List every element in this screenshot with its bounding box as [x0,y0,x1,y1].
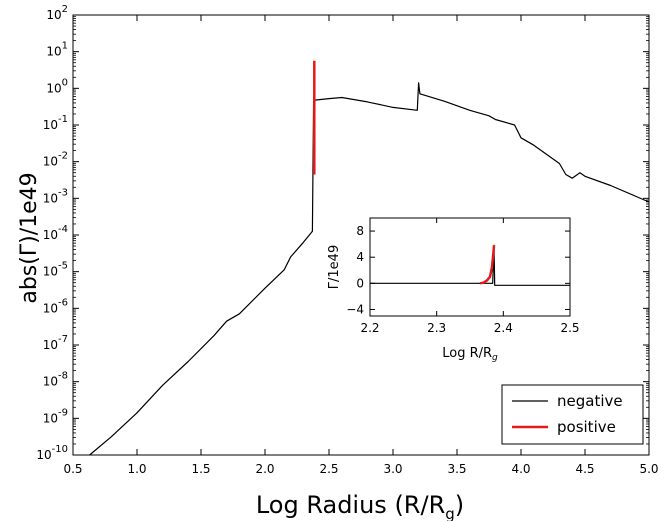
x-tick-label: 1.5 [191,462,210,476]
legend-box [501,384,644,445]
x-tick-label: 2.0 [255,462,274,476]
inset-x-tick-label: 2.4 [494,321,513,335]
inset-y-tick-label: 4 [356,250,364,264]
inset-series-line-positive [479,245,496,285]
x-tick-label: 4.5 [575,462,594,476]
inset-plot-series [370,244,570,286]
main-plot-series [89,60,650,456]
inset-x-tick-label: 2.5 [560,321,579,335]
y-tick-label: 10-3 [43,187,68,205]
y-tick-label: 10-7 [43,334,68,352]
legend: negative positive [501,384,644,445]
y-tick-label: 102 [46,4,68,22]
x-tick-label: 0.5 [63,462,82,476]
main-x-axis-label: Log Radius (R/Rg) [256,491,464,521]
x-tick-label: 4.0 [511,462,530,476]
y-tick-label: 10-9 [43,407,68,425]
inset-plot-frame [369,217,571,317]
inset-y-ticks: 8 4 0 −4 [346,224,570,316]
main-x-ticks: 0.5 1.0 1.5 2.0 2.5 3.0 3.5 4.0 4.5 5.0 [63,15,659,476]
inset-x-axis-label: Log R/Rg [442,346,498,363]
inset-background [345,218,570,316]
inset-x-tick-label: 2.2 [360,321,379,335]
inset-y-tick-label: −4 [346,302,364,316]
y-tick-label: 10-2 [43,151,68,169]
x-tick-label: 3.5 [447,462,466,476]
series-line-negative [89,82,650,456]
inset-y-tick-label: 0 [356,276,364,290]
y-tick-label: 10-4 [43,224,68,242]
y-tick-label: 10-8 [43,371,68,389]
main-y-axis-label: abs(Γ)/1e49 [17,172,42,303]
y-tick-label: 100 [46,77,68,95]
y-tick-label: 10-5 [43,261,68,279]
y-tick-label: 10-1 [43,114,68,132]
inset-x-ticks: 2.2 2.3 2.4 2.5 [360,218,580,335]
y-tick-label: 10-10 [36,444,68,462]
y-tick-label: 10-6 [43,297,68,315]
x-tick-label: 1.0 [127,462,146,476]
legend-label-positive: positive [557,418,616,436]
x-tick-label: 3.0 [383,462,402,476]
x-tick-label: 2.5 [319,462,338,476]
legend-label-negative: negative [557,392,623,410]
y-tick-label: 101 [46,41,68,59]
x-tick-label: 5.0 [639,462,658,476]
inset-y-axis-label: Γ/1e49 [327,245,342,289]
inset-y-tick-label: 8 [356,224,364,238]
main-y-ticks: 10-1010-910-810-710-610-510-410-310-210-… [36,4,649,462]
inset-x-tick-label: 2.3 [427,321,446,335]
